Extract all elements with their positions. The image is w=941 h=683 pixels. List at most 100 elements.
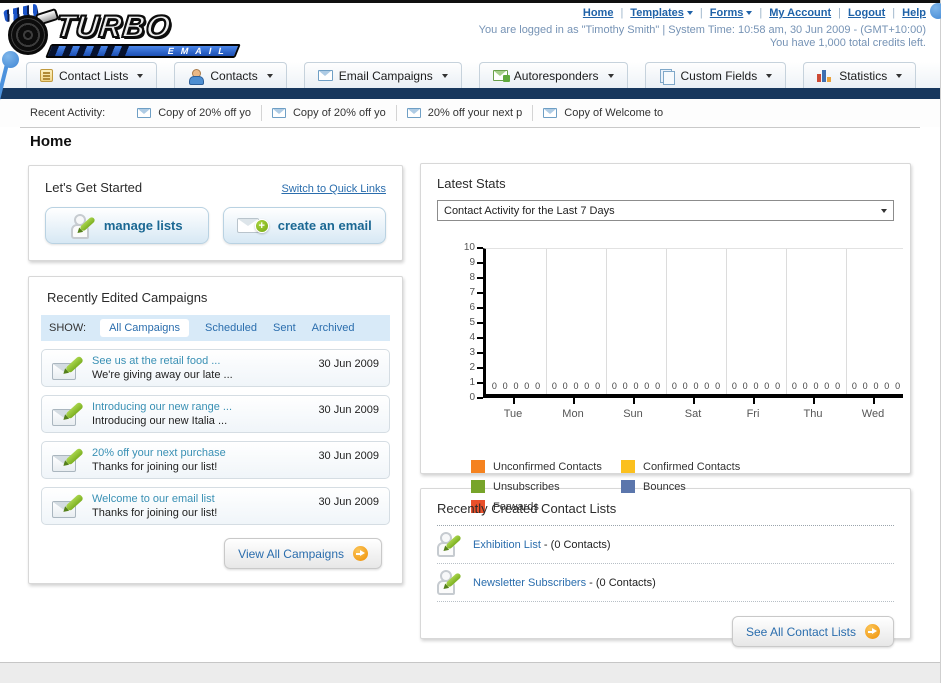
envelope-pencil-icon bbox=[52, 401, 84, 426]
filter-archived[interactable]: Archived bbox=[311, 322, 355, 334]
view-all-campaigns-label: View All Campaigns bbox=[238, 546, 344, 561]
y-tick-mark bbox=[477, 322, 483, 324]
activity-item[interactable]: Copy of Welcome to bbox=[533, 107, 673, 119]
contact-list-item[interactable]: Exhibition List - (0 Contacts) bbox=[437, 526, 894, 564]
contact-list-items: Exhibition List - (0 Contacts) Newsletter… bbox=[437, 526, 894, 602]
view-all-campaigns-button[interactable]: View All Campaigns bbox=[224, 538, 382, 569]
value-label: 0 bbox=[835, 381, 841, 391]
tab-email-campaigns[interactable]: Email Campaigns bbox=[303, 62, 462, 88]
value-label: 0 bbox=[884, 381, 890, 391]
envelope-pencil-icon bbox=[52, 355, 84, 380]
campaign-item[interactable]: Introducing our new range ... Introducing… bbox=[41, 395, 390, 433]
value-label: 0 bbox=[622, 381, 628, 391]
nav-link-templates[interactable]: Templates bbox=[630, 7, 693, 19]
create-email-button[interactable]: + create an email bbox=[222, 207, 386, 244]
grid-line bbox=[726, 249, 727, 394]
activity-item[interactable]: 20% off your next p bbox=[397, 107, 533, 119]
contact-list-item[interactable]: Newsletter Subscribers - (0 Contacts) bbox=[437, 564, 894, 602]
tab-contact-lists[interactable]: Contact Lists bbox=[26, 62, 158, 88]
legend-swatch bbox=[621, 460, 635, 473]
contact-list-link[interactable]: Newsletter Subscribers bbox=[473, 577, 587, 589]
value-label: 0 bbox=[851, 381, 857, 391]
contact-list-link[interactable]: Exhibition List bbox=[473, 539, 541, 551]
filter-all-campaigns[interactable]: All Campaigns bbox=[100, 319, 189, 337]
x-tick-label: Tue bbox=[503, 408, 523, 420]
main-nav-strip: Contact Lists Contacts Email Campaigns Auto… bbox=[0, 62, 940, 88]
contact-list-text: Exhibition List - (0 Contacts) bbox=[473, 535, 611, 553]
tab-statistics[interactable]: Statistics bbox=[803, 62, 917, 88]
campaign-item[interactable]: See us at the retail food ... We're givin… bbox=[41, 349, 390, 387]
chevron-down-icon bbox=[441, 73, 448, 78]
logo-turbo-icon bbox=[8, 15, 48, 55]
value-label: 0 bbox=[513, 381, 519, 391]
recent-activity-label: Recent Activity: bbox=[30, 107, 106, 119]
campaign-title-link[interactable]: Introducing our new range ... bbox=[92, 401, 233, 413]
manage-lists-button[interactable]: manage lists bbox=[45, 207, 209, 244]
nav-link-help[interactable]: Help bbox=[902, 7, 926, 19]
grid-line bbox=[606, 249, 607, 394]
tab-label: Contact Lists bbox=[59, 68, 129, 83]
tab-autoresponders[interactable]: Autoresponders bbox=[478, 62, 628, 88]
value-label: 0 bbox=[611, 381, 617, 391]
campaign-title-link[interactable]: 20% off your next purchase bbox=[92, 447, 226, 459]
activity-item[interactable]: Copy of 20% off yo bbox=[262, 107, 396, 119]
grid-line bbox=[846, 249, 847, 394]
window-top-edge bbox=[0, 0, 940, 3]
tab-contacts[interactable]: Contacts bbox=[174, 62, 287, 88]
separator bbox=[395, 105, 397, 121]
contact-list-count: - (0 Contacts) bbox=[540, 539, 611, 551]
activity-item[interactable]: Copy of 20% off yo bbox=[127, 107, 261, 119]
separator: | bbox=[759, 7, 763, 19]
nav-link-my-account[interactable]: My Account bbox=[769, 7, 832, 19]
y-tick-mark bbox=[477, 262, 483, 264]
y-tick-mark bbox=[477, 397, 483, 399]
legend-label: Forwards bbox=[493, 500, 539, 513]
footer-bar bbox=[0, 662, 940, 683]
legend-swatch bbox=[471, 460, 485, 473]
campaign-title-link[interactable]: Welcome to our email list bbox=[92, 493, 215, 505]
nav-link-home[interactable]: Home bbox=[582, 7, 614, 19]
value-label: 0 bbox=[873, 381, 879, 391]
grid-line bbox=[666, 249, 667, 394]
nav-link-forms[interactable]: Forms bbox=[710, 7, 753, 19]
y-tick-label: 3 bbox=[469, 347, 475, 358]
y-tick-label: 0 bbox=[469, 392, 475, 403]
switch-quick-links-link[interactable]: Switch to Quick Links bbox=[281, 183, 386, 195]
tab-custom-fields[interactable]: Custom Fields bbox=[644, 62, 787, 88]
campaign-title-link[interactable]: See us at the retail food ... bbox=[92, 355, 221, 367]
contact-list-count: - (0 Contacts) bbox=[586, 577, 656, 589]
filter-sent[interactable]: Sent bbox=[273, 322, 296, 334]
campaign-date: 30 Jun 2009 bbox=[318, 496, 379, 508]
x-tick-label: Fri bbox=[746, 408, 760, 420]
divider bbox=[20, 127, 920, 128]
filter-scheduled[interactable]: Scheduled bbox=[205, 322, 257, 334]
recent-contact-lists-title: Recently Created Contact Lists bbox=[437, 501, 894, 526]
campaign-item[interactable]: Welcome to our email list Thanks for join… bbox=[41, 487, 390, 525]
activity-label: Copy of Welcome to bbox=[564, 107, 664, 119]
x-tick-mark bbox=[633, 398, 635, 404]
nav-link-logout[interactable]: Logout bbox=[848, 7, 886, 19]
campaign-item[interactable]: 20% off your next purchase Thanks for joi… bbox=[41, 441, 390, 479]
value-label: 0 bbox=[551, 381, 557, 391]
envelope-plus-icon: + bbox=[236, 216, 269, 236]
value-label: 0 bbox=[682, 381, 688, 391]
envelope-pencil-icon bbox=[52, 447, 84, 472]
y-tick-mark bbox=[477, 307, 483, 309]
value-label: 0 bbox=[775, 381, 781, 391]
see-all-contact-lists-label: See All Contact Lists bbox=[745, 624, 856, 639]
separator: | bbox=[620, 7, 624, 19]
create-email-label: create an email bbox=[277, 218, 372, 233]
stats-dropdown[interactable]: Contact Activity for the Last 7 Days bbox=[437, 200, 894, 221]
x-tick-mark bbox=[753, 398, 755, 404]
get-started-title: Let's Get Started bbox=[45, 180, 143, 195]
campaign-text: Welcome to our email list Thanks for join… bbox=[92, 493, 308, 519]
envelope-icon bbox=[271, 108, 286, 118]
callout-pin-left bbox=[2, 51, 19, 68]
campaign-date: 30 Jun 2009 bbox=[318, 450, 379, 462]
logo-bar: EMAIL bbox=[45, 44, 241, 58]
envelope-icon bbox=[317, 70, 333, 81]
contact-list-text: Newsletter Subscribers - (0 Contacts) bbox=[473, 573, 656, 591]
see-all-contact-lists-button[interactable]: See All Contact Lists bbox=[731, 616, 894, 647]
